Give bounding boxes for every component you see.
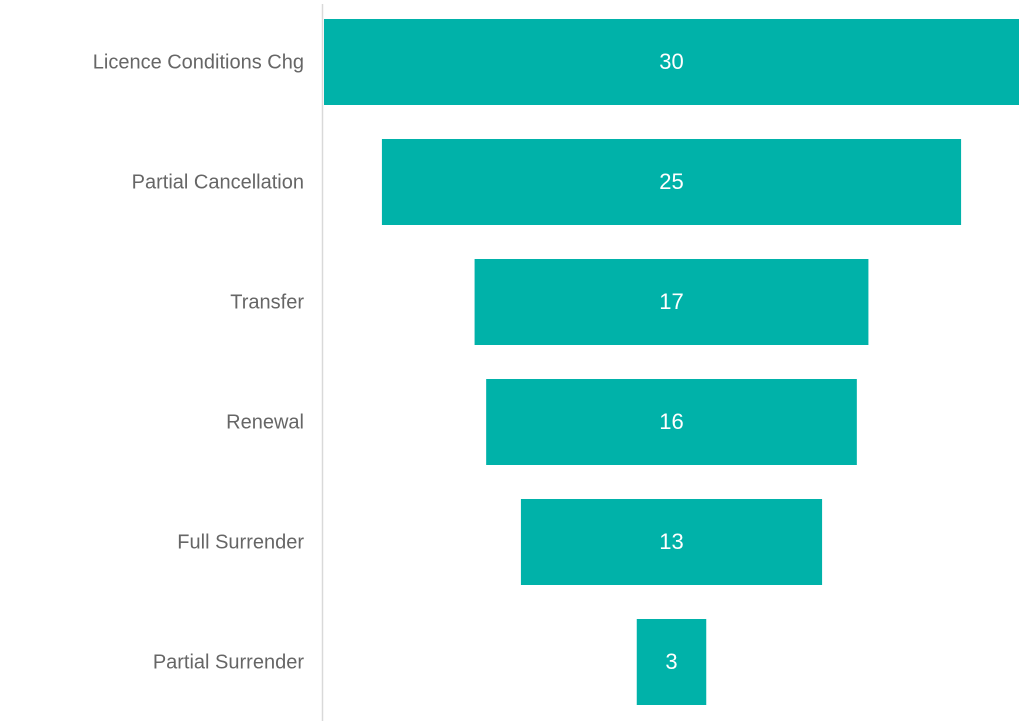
funnel-bar [474,259,869,345]
value-label: 30 [659,49,683,74]
funnel-bar [520,499,823,585]
value-label: 16 [659,409,683,434]
value-label: 3 [665,649,677,674]
category-label: Renewal [226,411,304,433]
funnel-bar [486,379,857,465]
category-label: Licence Conditions Chg [93,51,304,73]
category-label: Transfer [230,291,304,313]
category-label: Partial Surrender [153,651,305,673]
value-label: 25 [659,169,683,194]
value-label: 13 [659,529,683,554]
value-label: 17 [659,289,683,314]
category-label: Partial Cancellation [132,171,304,193]
category-label: Full Surrender [177,531,304,553]
funnel-bar [324,19,1019,105]
funnel-bar [381,139,962,225]
funnel-bar [636,619,707,705]
